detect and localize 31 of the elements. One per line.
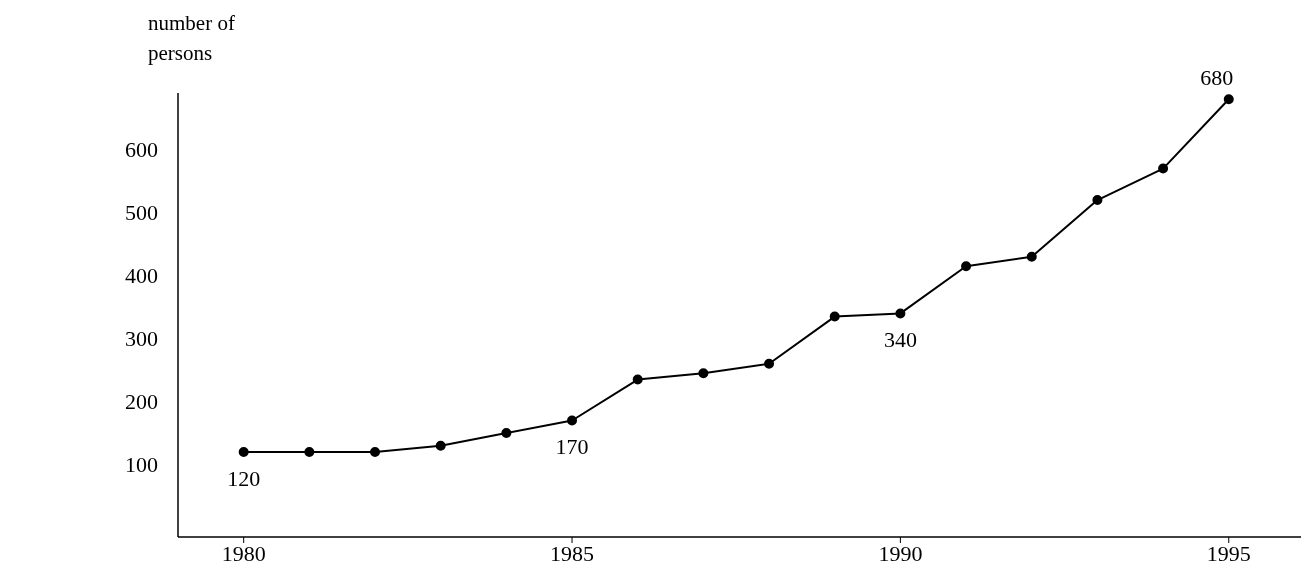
data-label: 680 — [1200, 65, 1234, 91]
point — [961, 261, 972, 272]
point — [895, 308, 906, 319]
y-tick-label: 100 — [125, 452, 158, 478]
x-tick-label: 1980 — [221, 540, 266, 566]
point — [501, 428, 512, 439]
point — [1158, 163, 1169, 174]
point — [764, 358, 775, 369]
point — [1223, 94, 1234, 105]
y-tick-label: 300 — [125, 326, 158, 352]
point — [304, 446, 315, 457]
point — [567, 415, 578, 426]
point — [370, 446, 381, 457]
point — [829, 311, 840, 322]
point — [1026, 251, 1037, 262]
point — [435, 440, 446, 451]
y-axis-title: number of persons — [148, 10, 236, 67]
point — [698, 368, 709, 379]
point — [632, 374, 643, 385]
y-tick-label: 400 — [125, 263, 158, 289]
x-tick-label: 1995 — [1206, 540, 1251, 566]
data-label: 170 — [555, 434, 589, 460]
data-label: 120 — [227, 465, 261, 491]
data-label: 340 — [883, 327, 917, 353]
point — [1092, 195, 1103, 206]
y-tick-label: 500 — [125, 200, 158, 226]
y-tick-label: 200 — [125, 389, 158, 415]
y-tick-label: 600 — [125, 137, 158, 163]
x-tick-label: 1990 — [878, 540, 923, 566]
x-tick-label: 1985 — [550, 540, 595, 566]
point — [238, 446, 249, 457]
